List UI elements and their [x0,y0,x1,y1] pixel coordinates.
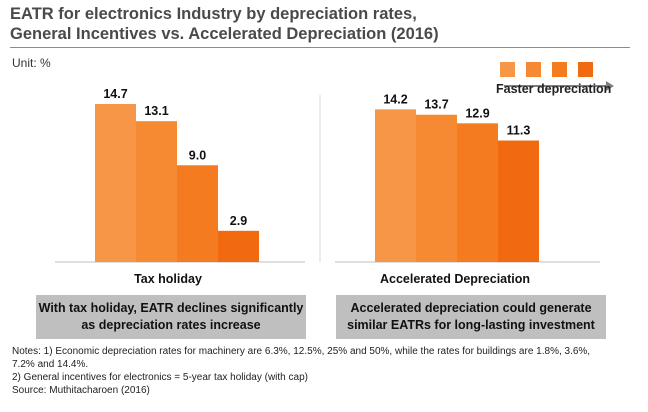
data-label-1-0: 14.2 [383,92,407,106]
bar-1-1 [416,114,457,262]
bar-1-0 [375,109,416,262]
data-label-0-2: 9.0 [189,148,206,162]
bar-0-1 [136,121,177,262]
source-note: Source: Muthitacharoen (2016) [12,385,150,396]
legend-label: Faster depreciation [496,82,612,96]
data-label-0-3: 2.9 [230,214,247,228]
title-divider [10,47,630,48]
takeaway-box-tax-holiday: With tax holiday, EATR declines signific… [36,295,306,339]
data-label-1-2: 12.9 [465,106,489,120]
bar-0-2 [177,165,218,262]
note-1: Notes: 1) Economic depreciation rates fo… [12,346,591,370]
note-2: 2) General incentives for electronics = … [12,372,308,383]
bar-1-3 [498,140,539,262]
legend-arrow-icon [606,81,614,91]
category-label-accelerated-depreciation: Accelerated Depreciation [379,272,531,286]
takeaway-box-accelerated: Accelerated depreciation could generate … [336,295,606,339]
bar-1-2 [457,123,498,262]
data-label-0-0: 14.7 [103,87,127,101]
data-label-1-1: 13.7 [424,98,448,112]
data-label-1-3: 11.3 [507,124,531,138]
notes: Notes: 1) Economic depreciation rates fo… [12,345,632,397]
takeaway-text-accelerated: Accelerated depreciation could generate … [347,301,595,332]
legend-arrow-line [504,85,608,87]
chart-title-line1: EATR for electronics Industry by depreci… [10,5,417,23]
chart-title: EATR for electronics Industry by depreci… [10,4,630,44]
category-label-tax-holiday: Tax holiday [134,272,202,286]
legend: Faster depreciation [470,56,640,106]
bar-0-0 [95,103,136,262]
bar-0-3 [218,230,259,262]
legend-swatch-4 [578,62,593,77]
chart-title-line2: General Incentives vs. Accelerated Depre… [10,25,439,43]
legend-swatch-3 [552,62,567,77]
legend-swatch-2 [526,62,541,77]
unit-label: Unit: % [12,56,51,70]
takeaway-text-tax-holiday: With tax holiday, EATR declines signific… [38,301,304,332]
bar-chart: 14.7 13.1 9.0 2.9 14.2 13.7 12.9 11.3 [55,87,600,263]
data-label-0-1: 13.1 [144,104,168,118]
legend-swatch-1 [500,62,515,77]
